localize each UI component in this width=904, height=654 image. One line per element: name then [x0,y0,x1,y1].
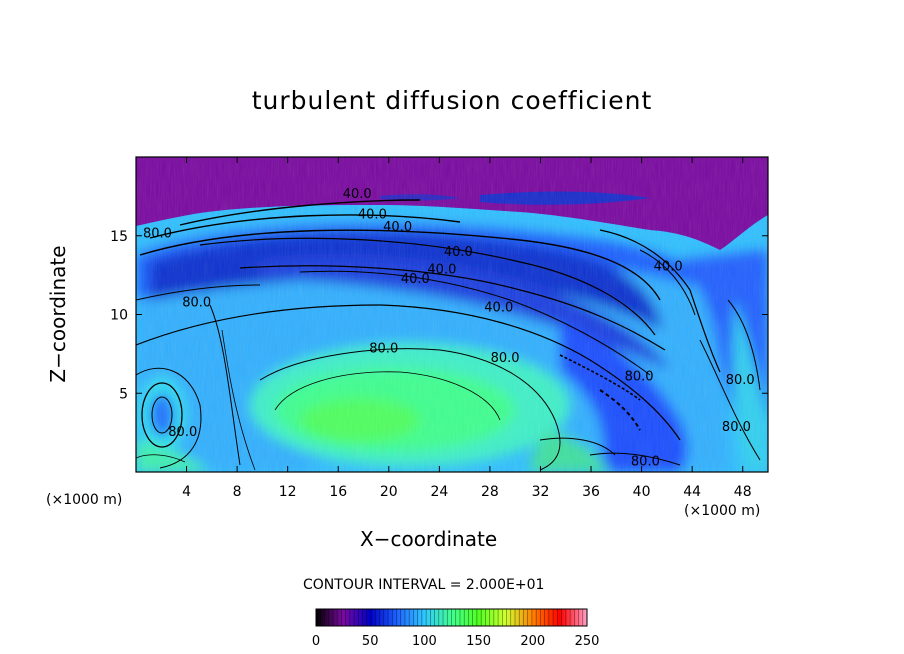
contour-label: 40.0 [484,300,513,315]
colorbar-tick-label-100: 100 [412,634,437,649]
x-tick-label-16: 16 [329,484,347,500]
y-tick-label-5: 5 [119,386,128,402]
colorbar-tick-label-50: 50 [362,634,379,649]
contour-label: 80.0 [369,341,398,356]
contour-label: 40.0 [654,259,683,274]
contour-label: 80.0 [726,373,755,388]
x-tick-label-8: 8 [233,484,242,500]
x-tick-label-24: 24 [430,484,448,500]
x-tick-label-20: 20 [380,484,398,500]
x-tick-label-4: 4 [182,484,191,500]
x-tick-label-48: 48 [734,484,752,500]
contour-label: 80.0 [168,425,197,440]
y-axis: 5 10 15 [110,229,768,402]
chart-title: turbulent diffusion coefficient [251,86,653,115]
x-unit-label-right: (×1000 m) [684,503,761,519]
x-tick-label-44: 44 [683,484,701,500]
colorbar: 0 50 100 150 200 250 [312,608,600,649]
contour-label: 40.0 [383,220,412,235]
contour-label-layer: 40.040.040.040.040.040.040.040.080.080.0… [143,187,755,470]
y-axis-label: Z−coordinate [46,245,70,383]
contour-label: 40.0 [444,245,473,260]
heatmap-field: 40.040.040.040.040.040.040.040.080.080.0… [136,157,768,472]
colorbar-tick-label-200: 200 [520,634,545,649]
x-axis: 4 8 12 16 20 24 28 32 36 40 44 48 [182,157,752,500]
x-tick-label-40: 40 [633,484,651,500]
contour-label: 80.0 [143,226,172,241]
x-unit-label-left: (×1000 m) [46,492,123,508]
contour-label: 80.0 [722,420,751,435]
contour-lines [136,199,761,471]
contour-label: 80.0 [491,351,520,366]
x-tick-label-28: 28 [481,484,499,500]
contour-label: 40.0 [401,272,430,287]
x-tick-label-32: 32 [532,484,550,500]
colorbar-tick-label-150: 150 [466,634,491,649]
contour-label: 80.0 [631,455,660,470]
y-tick-label-15: 15 [110,229,128,245]
y-tick-label-10: 10 [110,308,128,324]
contour-label: 80.0 [625,370,654,385]
contour-label: 40.0 [358,207,387,222]
x-axis-label: X−coordinate [360,527,498,551]
x-tick-label-12: 12 [279,484,297,500]
x-tick-label-36: 36 [582,484,600,500]
colorbar-tick-label-250: 250 [575,634,600,649]
colorbar-ticks: 0 50 100 150 200 250 [312,634,600,649]
contour-interval-text: CONTOUR INTERVAL = 2.000E+01 [303,577,545,593]
contour-label: 80.0 [182,296,211,311]
contour-label: 40.0 [343,187,372,202]
colorbar-tick-label-0: 0 [312,634,320,649]
contour-label: 40.0 [427,263,456,278]
colorbar-hatch [319,609,584,626]
